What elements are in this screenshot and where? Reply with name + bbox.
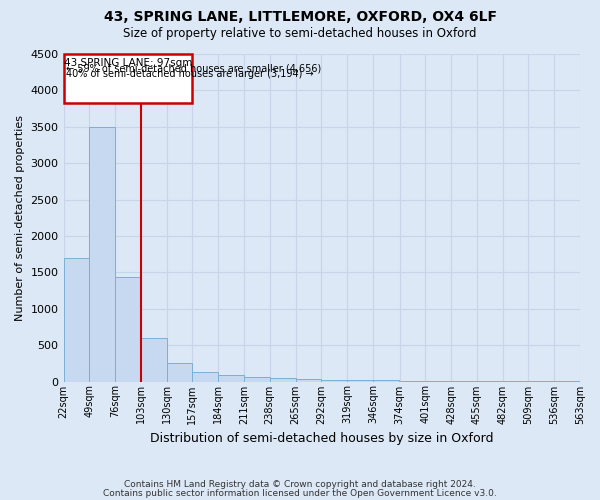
Bar: [400, 380, 425, 382]
Bar: [451, 381, 477, 382]
Bar: [64, 54, 193, 104]
Bar: [321, 380, 347, 382]
Text: 40% of semi-detached houses are larger (3,194) →: 40% of semi-detached houses are larger (…: [67, 70, 314, 80]
Bar: [270, 378, 296, 382]
Bar: [218, 375, 244, 382]
Bar: [244, 377, 270, 382]
Bar: [89, 127, 115, 382]
Bar: [373, 380, 398, 382]
Bar: [167, 364, 193, 382]
Bar: [141, 338, 167, 382]
Text: Contains HM Land Registry data © Crown copyright and database right 2024.: Contains HM Land Registry data © Crown c…: [124, 480, 476, 489]
Y-axis label: Number of semi-detached properties: Number of semi-detached properties: [15, 115, 25, 321]
Bar: [347, 380, 373, 382]
Text: ← 59% of semi-detached houses are smaller (4,656): ← 59% of semi-detached houses are smalle…: [67, 64, 322, 74]
Text: 43, SPRING LANE, LITTLEMORE, OXFORD, OX4 6LF: 43, SPRING LANE, LITTLEMORE, OXFORD, OX4…: [104, 10, 497, 24]
Text: 43 SPRING LANE: 97sqm: 43 SPRING LANE: 97sqm: [64, 58, 192, 68]
Bar: [115, 278, 141, 382]
Text: Contains public sector information licensed under the Open Government Licence v3: Contains public sector information licen…: [103, 488, 497, 498]
Bar: [64, 258, 89, 382]
Bar: [296, 379, 321, 382]
Text: Size of property relative to semi-detached houses in Oxford: Size of property relative to semi-detach…: [123, 28, 477, 40]
Bar: [193, 372, 218, 382]
X-axis label: Distribution of semi-detached houses by size in Oxford: Distribution of semi-detached houses by …: [150, 432, 494, 445]
Bar: [425, 381, 451, 382]
